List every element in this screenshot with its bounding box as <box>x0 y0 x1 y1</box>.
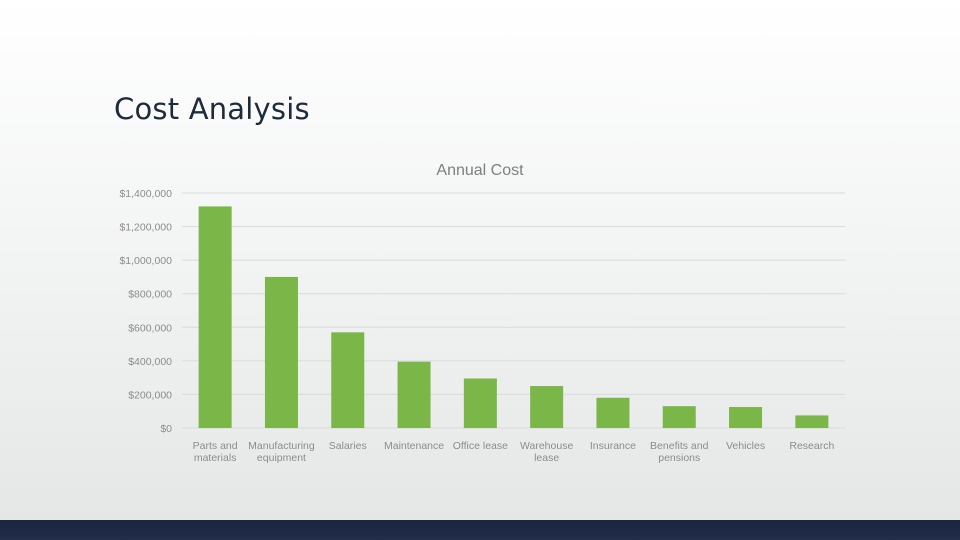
x-tick-label: materials <box>194 452 237 464</box>
bar <box>596 397 630 428</box>
x-tick-label: Insurance <box>590 440 636 452</box>
y-tick-label: $1,400,000 <box>119 188 172 200</box>
bar <box>530 386 564 428</box>
x-tick-label: Vehicles <box>726 440 765 452</box>
y-tick-label: $1,200,000 <box>119 222 172 234</box>
y-tick-label: $0 <box>160 423 172 435</box>
x-tick-label: pensions <box>658 452 700 464</box>
bar <box>397 361 431 428</box>
x-tick-label: Office lease <box>453 440 508 452</box>
x-tick-label: Parts and <box>193 440 238 452</box>
y-tick-label: $200,000 <box>128 389 172 401</box>
bars <box>198 206 829 428</box>
slide-title: Cost Analysis <box>114 92 310 126</box>
bar <box>795 415 829 428</box>
x-tick-label: Maintenance <box>384 440 444 452</box>
y-tick-label: $400,000 <box>128 356 172 368</box>
chart-title: Annual Cost <box>436 162 524 179</box>
x-tick-label: equipment <box>257 452 306 464</box>
bar <box>662 406 696 428</box>
bar <box>264 276 298 428</box>
y-tick-label: $1,000,000 <box>119 255 172 267</box>
footer-band <box>0 520 960 540</box>
x-tick-label: Research <box>789 440 834 452</box>
y-axis-tick-labels: $0 $200,000 $400,000 $600,000 $800,000 $1,000… <box>119 188 172 435</box>
bar <box>463 378 497 428</box>
bar <box>198 206 232 428</box>
bar <box>331 332 365 428</box>
y-tick-label: $800,000 <box>128 289 172 301</box>
x-tick-label: Warehouse <box>520 440 573 452</box>
bar <box>729 407 763 428</box>
bar-chart: Annual Cost $0 $200,000 $400,000 $600,000 $8… <box>119 162 845 464</box>
x-tick-label: Manufacturing <box>248 440 315 452</box>
y-tick-label: $600,000 <box>128 322 172 334</box>
x-tick-label: Salaries <box>329 440 367 452</box>
x-tick-label: Benefits and <box>650 440 709 452</box>
x-tick-label: lease <box>534 452 559 464</box>
